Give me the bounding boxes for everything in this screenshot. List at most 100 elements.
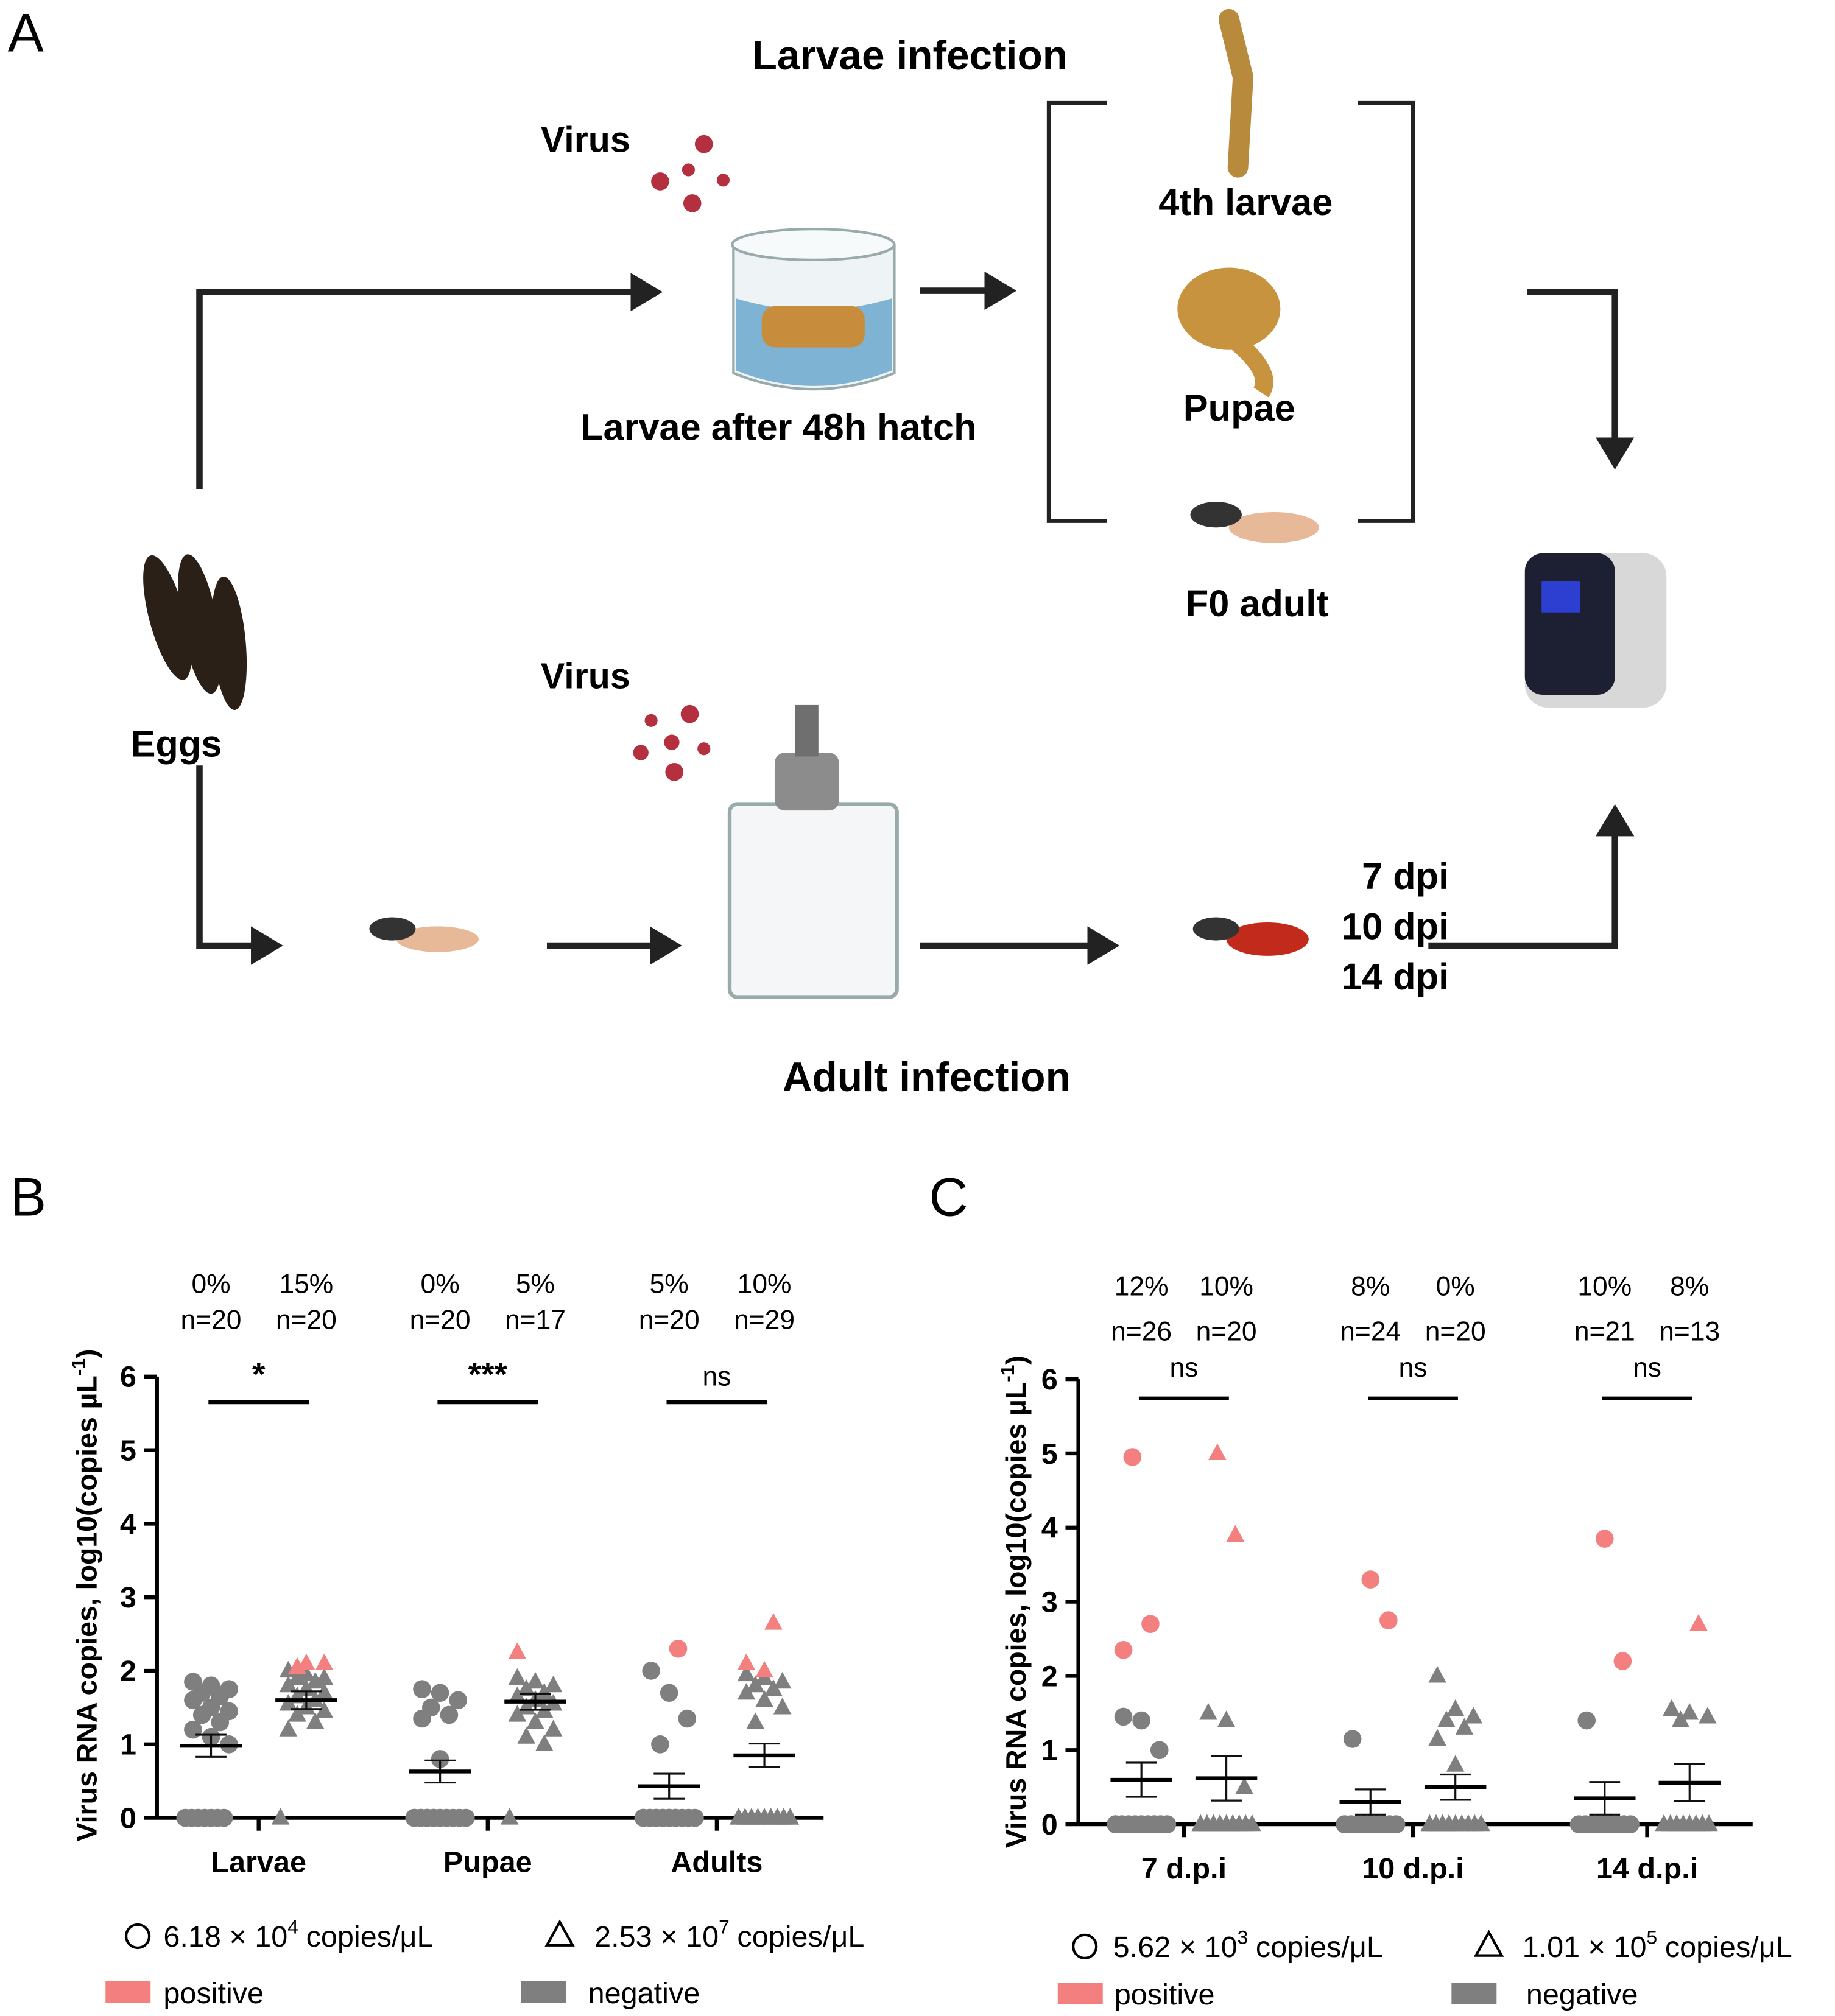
beaker (731, 228, 896, 391)
percent-label: 0% (421, 1270, 460, 1299)
data-point (1123, 1448, 1142, 1466)
data-point (1243, 1814, 1261, 1832)
virus-label: Virus (541, 655, 630, 696)
data-point (1224, 1814, 1242, 1832)
legend-text-sup: 4 (287, 1916, 298, 1938)
n-label: n=24 (1340, 1317, 1401, 1347)
significance-label: ns (702, 1362, 731, 1392)
data-point (642, 1662, 660, 1680)
n-label: n=17 (505, 1305, 566, 1335)
data-point (764, 1613, 783, 1630)
data-point (271, 1808, 290, 1825)
percent-label: 15% (279, 1270, 333, 1299)
virus-icons (633, 135, 730, 781)
data-point (517, 1727, 535, 1744)
y-tick-label: 5 (1041, 1438, 1058, 1470)
data-point (1217, 1710, 1236, 1727)
data-point (214, 1808, 233, 1827)
n-label: n=26 (1111, 1317, 1172, 1347)
data-point (508, 1687, 527, 1704)
legend-text: 5.62 × 103 copies/μL (1113, 1926, 1383, 1964)
data-point (1343, 1730, 1362, 1748)
data-point (192, 1705, 211, 1724)
data-point (1472, 1814, 1490, 1832)
legend-text-unit: copies/μL (306, 1920, 434, 1953)
data-point (686, 1808, 704, 1827)
data-point (535, 1682, 554, 1700)
legend-text-main: 1.01 × 10 (1523, 1931, 1647, 1964)
data-point (1464, 1707, 1483, 1724)
data-point (1428, 1666, 1446, 1683)
data-point (1132, 1711, 1150, 1730)
legend-color-label: negative (588, 1977, 700, 2010)
legend-swatch (1451, 1983, 1497, 2004)
legend-marker (1473, 1930, 1504, 1957)
n-label: n=20 (276, 1305, 337, 1335)
data-point (440, 1705, 459, 1724)
x-tick-label: Pupae (443, 1846, 532, 1878)
data-point (651, 1735, 669, 1754)
data-point (544, 1719, 563, 1737)
data-point (1379, 1611, 1398, 1629)
n-label: n=21 (1574, 1317, 1635, 1347)
legend-text-unit: copies/μL (1256, 1931, 1383, 1964)
n-label: n=20 (410, 1305, 471, 1335)
legend-marker (544, 1919, 575, 1947)
data-point (517, 1679, 535, 1696)
y-tick-label: 0 (1041, 1808, 1058, 1841)
data-point (288, 1657, 306, 1674)
data-point (279, 1719, 298, 1737)
data-point (1577, 1711, 1596, 1730)
legend-text: 1.01 × 105 copies/μL (1523, 1926, 1792, 1964)
y-tick-label: 5 (120, 1435, 136, 1467)
data-point (1680, 1703, 1699, 1720)
n-label: n=13 (1659, 1317, 1720, 1347)
legend-swatch (105, 1981, 151, 2003)
data-point (211, 1713, 230, 1732)
legend-color-label: positive (1115, 1978, 1215, 2011)
percent-label: 5% (650, 1270, 689, 1299)
y-axis-label-sup: -1 (996, 1365, 1018, 1382)
data-point (1662, 1699, 1681, 1716)
y-axis-label-end: ) (71, 1349, 102, 1358)
x-tick-label: 10 d.p.i (1362, 1852, 1463, 1885)
data-point (279, 1694, 298, 1711)
data-point (508, 1668, 527, 1685)
n-label: n=29 (734, 1305, 795, 1335)
data-point (1596, 1530, 1614, 1548)
data-point (508, 1642, 527, 1659)
data-point (1199, 1703, 1217, 1720)
data-point (315, 1653, 334, 1671)
significance-label: * (252, 1355, 266, 1393)
data-point (1671, 1710, 1690, 1727)
data-point (413, 1709, 431, 1728)
cage (727, 704, 899, 999)
larvae-label: Larvae after 48h hatch (580, 407, 976, 448)
significance-label: ns (1633, 1353, 1661, 1383)
legend-text-sup: 3 (1238, 1926, 1249, 1948)
data-point (1437, 1710, 1456, 1727)
legend-color-label: negative (1526, 1978, 1638, 2011)
percent-label: 5% (516, 1270, 555, 1299)
percent-label: 12% (1115, 1272, 1169, 1302)
data-point (746, 1675, 765, 1693)
data-point (1689, 1614, 1708, 1631)
panel-label: B (10, 1167, 46, 1228)
n-label: n=20 (639, 1305, 700, 1335)
y-tick-label: 1 (120, 1729, 136, 1761)
data-point (508, 1705, 527, 1722)
percent-label: 0% (191, 1270, 230, 1299)
y-tick-label: 4 (1041, 1512, 1058, 1545)
y-axis-label-sup: -1 (67, 1358, 89, 1375)
legend-color-label: positive (163, 1977, 264, 2010)
y-axis-label-text: Virus RNA copies, log10(copies µL (1000, 1382, 1032, 1848)
data-point (288, 1668, 306, 1685)
data-point (1361, 1570, 1380, 1589)
data-point (1446, 1699, 1465, 1716)
data-point (535, 1734, 554, 1751)
significance-label: *** (468, 1355, 508, 1393)
y-tick-label: 6 (1041, 1363, 1058, 1396)
legend-text-main: 6.18 × 10 (163, 1920, 287, 1953)
